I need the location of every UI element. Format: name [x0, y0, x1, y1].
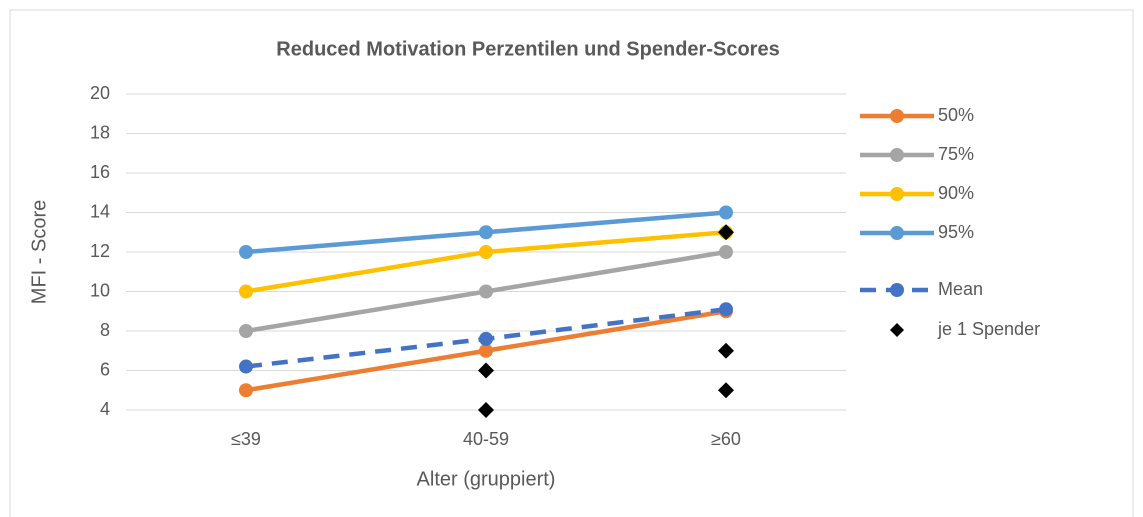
data-point	[478, 362, 494, 379]
chart-title: Reduced Motivation Perzentilen und Spend…	[276, 38, 779, 60]
legend-label: 50%	[938, 105, 974, 125]
y-tick-label: 4	[100, 399, 110, 419]
legend-label: je 1 Spender	[937, 319, 1040, 339]
y-tick-label: 20	[90, 83, 110, 103]
data-point	[479, 331, 493, 346]
legend-label: 95%	[938, 222, 974, 242]
legend-label: 90%	[938, 183, 974, 203]
x-tick-label: 40-59	[463, 429, 509, 449]
legend-marker	[890, 226, 904, 240]
y-tick-label: 10	[90, 280, 110, 300]
y-tick-label: 14	[90, 201, 110, 221]
y-tick-label: 6	[100, 359, 110, 379]
data-point	[718, 224, 734, 241]
data-point	[478, 402, 494, 418]
data-point	[239, 284, 253, 299]
x-tick-label: ≥60	[711, 429, 741, 449]
y-tick-label: 18	[90, 122, 110, 142]
y-tick-label: 16	[90, 162, 110, 182]
data-point	[718, 382, 734, 399]
data-point	[719, 245, 733, 259]
data-point	[479, 284, 493, 299]
y-tick-label: 8	[100, 320, 110, 340]
data-point	[719, 302, 733, 317]
y-tick-label: 12	[90, 241, 110, 261]
data-point	[239, 245, 253, 259]
data-point	[479, 245, 493, 259]
legend-marker	[890, 283, 904, 297]
data-point	[479, 225, 493, 240]
x-axis-title: Alter (gruppiert)	[417, 468, 556, 490]
legend-marker	[890, 148, 904, 162]
data-point	[239, 383, 253, 398]
chart-border	[9, 9, 1134, 517]
data-point	[479, 343, 493, 358]
legend-marker	[890, 323, 904, 337]
data-point	[719, 205, 733, 220]
legend-label: 75%	[938, 144, 974, 164]
data-point	[239, 359, 253, 374]
legend-marker	[890, 109, 904, 123]
legend-marker	[890, 187, 904, 201]
data-point	[239, 324, 253, 338]
legend-label: Mean	[938, 279, 983, 299]
x-tick-label: ≤39	[231, 429, 261, 449]
y-axis-title: MFI - Score	[28, 200, 50, 304]
data-point	[718, 342, 734, 359]
